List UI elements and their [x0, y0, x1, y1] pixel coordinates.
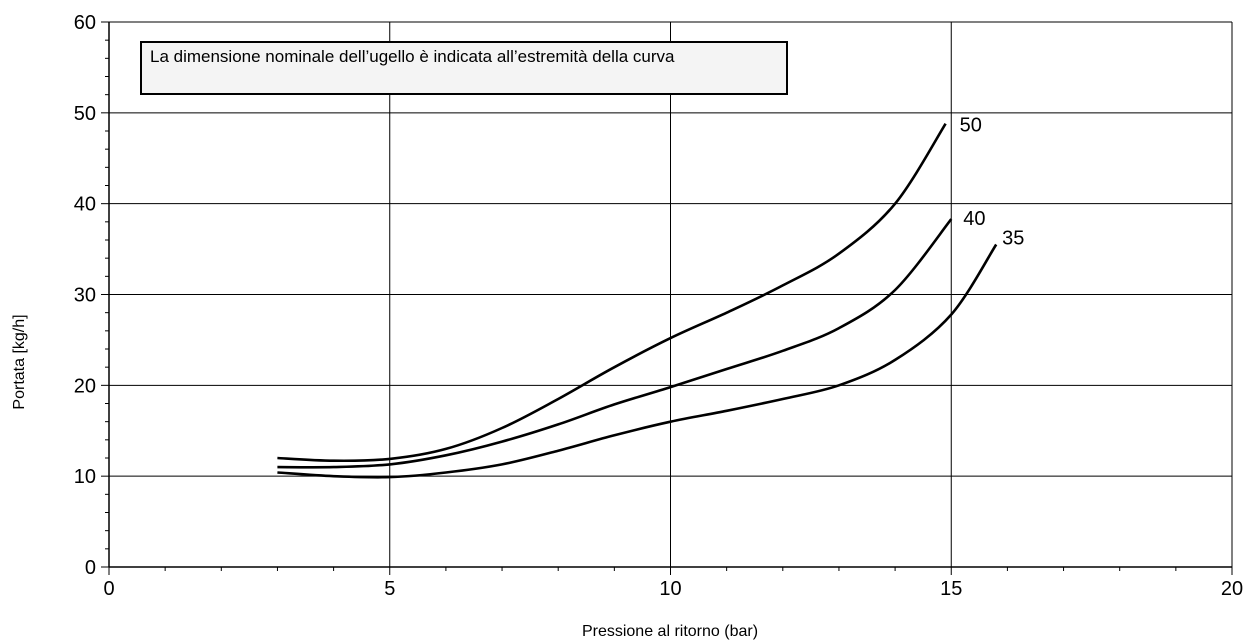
series-label-35: 35 [1002, 228, 1024, 250]
minor-ticks [101, 21, 1233, 575]
x-tick-label: 5 [384, 578, 395, 600]
series-line-50 [277, 123, 947, 463]
x-tick-label: 20 [1221, 578, 1243, 600]
y-axis-title: Portata [kg/h] [11, 314, 28, 409]
y-tick-label: 50 [74, 103, 96, 125]
y-tick-label: 40 [74, 194, 96, 216]
y-tick-label: 20 [74, 375, 96, 397]
y-tick-label: 0 [85, 557, 96, 579]
grid-lines [109, 21, 1233, 567]
series-line-40 [277, 218, 953, 469]
y-tick-labels: 0 10 20 30 40 50 60 [74, 12, 96, 579]
x-tick-label: 10 [659, 578, 681, 600]
annotation-box: La dimensione nominale dell’ugello è ind… [140, 41, 788, 95]
x-tick-label: 0 [103, 578, 114, 600]
y-tick-label: 30 [74, 285, 96, 307]
y-tick-label: 60 [74, 12, 96, 34]
x-tick-labels: 0 5 10 15 20 [103, 578, 1243, 600]
y-tick-label: 10 [74, 466, 96, 488]
series-label-50: 50 [960, 115, 982, 137]
series-lines: 50 40 35 [277, 115, 1024, 479]
series-label-40: 40 [963, 208, 985, 230]
x-axis-title: Pressione al ritorno (bar) [582, 623, 758, 640]
series-line-35 [277, 243, 998, 479]
x-tick-label: 15 [940, 578, 962, 600]
